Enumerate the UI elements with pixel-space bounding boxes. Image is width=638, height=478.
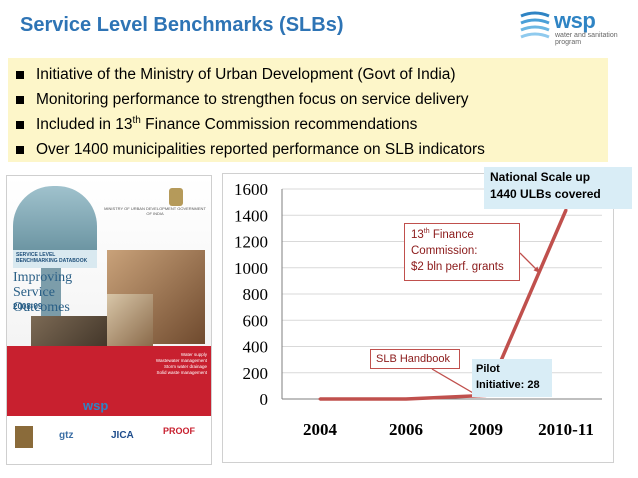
- bullet-text-pre: Included in 13: [36, 116, 133, 133]
- cover-year: 2008-09: [13, 302, 43, 311]
- bullet-item: Monitoring performance to strengthen foc…: [14, 87, 608, 112]
- y-tick-label: 0: [260, 390, 269, 409]
- callout-pilot-initiative: Pilot Initiative: 28: [472, 359, 552, 397]
- square-bullet-icon: [16, 121, 24, 129]
- square-bullet-icon: [16, 146, 24, 154]
- slide-title: Service Level Benchmarks (SLBs): [20, 14, 344, 36]
- wsp-logo-subtitle: water and sanitation program: [555, 32, 618, 46]
- x-tick-label: 2009: [469, 420, 503, 439]
- callout-finance-commission: 13th Finance Commission: $2 bln perf. gr…: [404, 223, 520, 281]
- chart-frame: [222, 173, 614, 463]
- cover-title: Improving Service Outcomes: [13, 270, 73, 315]
- callout-national-scale: National Scale up 1440 ULBs covered: [484, 167, 632, 209]
- water-tower-image: [13, 186, 97, 256]
- data-point: [318, 397, 322, 401]
- partner-logo: JICA: [111, 430, 134, 441]
- partner-emblem-icon: [15, 426, 33, 448]
- callout-text: 13: [411, 229, 424, 241]
- callout-line: 1440 ULBs covered: [490, 187, 601, 201]
- cover-sectors: Water supply Wastewater management Storm…: [107, 352, 207, 376]
- wsp-logo-text: wsp: [554, 8, 596, 33]
- cover-tag: SERVICE LEVEL BENCHMARKING DATABOOK: [13, 250, 97, 268]
- databook-cover-image: MINISTRY OF URBAN DEVELOPMENT GOVERNMENT…: [6, 175, 212, 465]
- cover-sector: Solid waste management: [156, 370, 207, 375]
- callout-text: Finance: [429, 229, 474, 241]
- bullet-item: Over 1400 municipalities reported perfor…: [14, 137, 608, 162]
- slb-growth-chart: 0 200 400 600 800 1000 1200 1400 1600 2004 2006 200…: [222, 173, 614, 463]
- cover-ministry: MINISTRY OF URBAN DEVELOPMENT GOVERNMENT…: [104, 206, 206, 216]
- emblem-icon: [169, 188, 183, 206]
- series-line: [320, 209, 568, 401]
- x-tick-label: 2006: [389, 420, 423, 439]
- wsp-wave-icon: [520, 11, 550, 39]
- x-tick-label: 2004: [303, 420, 338, 439]
- callout-line: National Scale up: [490, 170, 591, 184]
- data-point: [404, 397, 408, 401]
- cover-sector: Storm water drainage: [163, 364, 207, 369]
- y-tick-label: 400: [243, 338, 269, 357]
- bullet-text-post: Finance Commission recommendations: [140, 116, 418, 133]
- callout-line: Pilot: [476, 363, 500, 375]
- bullet-box: Initiative of the Ministry of Urban Deve…: [8, 58, 608, 162]
- y-tick-label: 800: [243, 285, 269, 304]
- cover-partner-strip: gtz JICA PROOF: [7, 420, 211, 464]
- cover-photo: [107, 294, 153, 346]
- y-tick-label: 1000: [234, 259, 268, 278]
- callout-superscript: th: [423, 228, 430, 236]
- x-tick-label: 2010-11: [538, 420, 594, 439]
- square-bullet-icon: [16, 71, 24, 79]
- callout-slb-handbook: SLB Handbook: [370, 349, 460, 369]
- y-tick-label: 1400: [234, 206, 268, 225]
- cover-sector: Water supply: [180, 352, 207, 357]
- bullet-list: Initiative of the Ministry of Urban Deve…: [8, 58, 608, 162]
- bullet-superscript: th: [132, 114, 141, 126]
- bullet-item: Included in 13th Finance Commission reco…: [14, 112, 608, 137]
- cover-red-band: [7, 346, 211, 416]
- callout-line: $2 bln perf. grants: [411, 261, 504, 273]
- cover-wsp-logo: wsp: [83, 398, 109, 413]
- callout-line: Initiative: 28: [476, 379, 540, 391]
- y-tick-label: 600: [243, 311, 269, 330]
- partner-logo: PROOF: [163, 426, 196, 436]
- bullet-text: Monitoring performance to strengthen foc…: [36, 91, 469, 108]
- wsp-logo: wsp water and sanitation program: [518, 8, 630, 48]
- cover-sector: Wastewater management: [155, 358, 207, 363]
- chart-svg: 0 200 400 600 800 1000 1200 1400 1600 2004 2006 200…: [222, 173, 614, 463]
- callout-arrow-finance-head: [533, 266, 540, 273]
- y-tick-label: 1600: [234, 180, 268, 199]
- bullet-text: Over 1400 municipalities reported perfor…: [36, 141, 485, 158]
- callout-line: Commission:: [411, 245, 478, 257]
- partner-logo: gtz: [59, 430, 74, 441]
- data-point: [564, 208, 568, 212]
- y-tick-label: 200: [243, 364, 269, 383]
- bullet-text: Initiative of the Ministry of Urban Deve…: [36, 66, 456, 83]
- bullet-item: Initiative of the Ministry of Urban Deve…: [14, 62, 608, 87]
- square-bullet-icon: [16, 96, 24, 104]
- y-tick-label: 1200: [234, 233, 268, 252]
